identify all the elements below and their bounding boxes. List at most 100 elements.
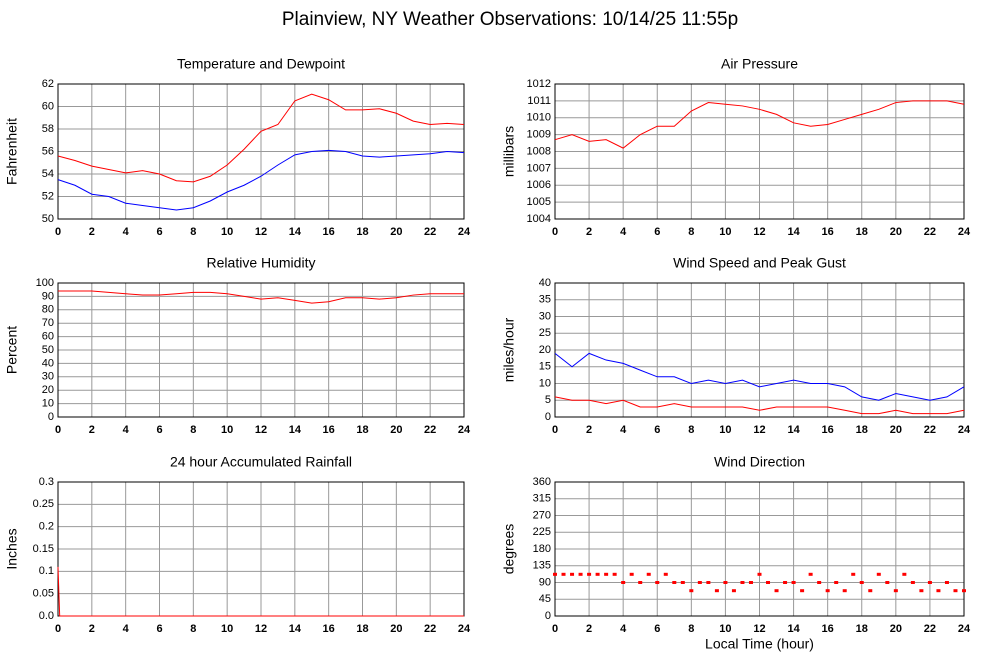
y-tick-label: 5 (545, 394, 551, 406)
x-tick-label: 4 (620, 226, 627, 238)
data-line (57, 566, 464, 617)
y-tick-label: 0.15 (33, 543, 54, 555)
data-point (766, 581, 771, 584)
x-tick-label: 10 (719, 623, 731, 635)
y-tick-label: 0 (545, 610, 551, 622)
x-tick-label: 4 (620, 424, 627, 436)
data-point (851, 572, 856, 576)
data-point (808, 572, 813, 576)
panel-title: Relative Humidity (207, 255, 316, 271)
data-point (621, 581, 626, 584)
plot-border (57, 83, 465, 220)
x-tick-label: 8 (190, 623, 196, 635)
x-tick-label: 10 (221, 226, 233, 238)
data-point (689, 589, 694, 593)
y-tick-label: 90 (539, 576, 551, 588)
x-tick-label: 0 (55, 226, 61, 238)
y-tick-label: 40 (539, 277, 551, 289)
data-point (714, 589, 719, 593)
data-point (706, 581, 711, 584)
data-point (604, 572, 609, 576)
x-tick-label: 2 (586, 226, 592, 238)
x-tick-label: 22 (924, 424, 936, 436)
x-tick-label: 12 (753, 424, 765, 436)
y-tick-label: 50 (42, 213, 54, 225)
x-tick-label: 18 (356, 623, 368, 635)
y-tick-label: 40 (42, 357, 54, 369)
x-tick-label: 20 (390, 424, 402, 436)
data-point (587, 572, 592, 576)
x-tick-label: 6 (654, 424, 660, 436)
x-tick-label: 4 (620, 623, 627, 635)
y-tick-label: 180 (533, 543, 551, 555)
panel-title: Temperature and Dewpoint (177, 56, 345, 72)
x-tick-label: 4 (123, 226, 130, 238)
y-axis-label: degrees (501, 524, 517, 575)
x-tick-label: 20 (890, 623, 902, 635)
x-tick-label: 0 (552, 424, 558, 436)
data-point (655, 581, 660, 584)
y-tick-label: 225 (533, 526, 551, 538)
data-point (885, 581, 890, 584)
x-tick-label: 12 (753, 623, 765, 635)
y-tick-label: 1010 (527, 112, 551, 124)
x-tick-label: 16 (323, 623, 335, 635)
y-tick-label: 10 (42, 398, 54, 410)
y-tick-label: 15 (539, 361, 551, 373)
x-tick-label: 0 (55, 424, 61, 436)
data-point (680, 581, 685, 584)
x-tick-label: 24 (958, 424, 971, 436)
x-tick-label: 20 (890, 424, 902, 436)
y-tick-label: 70 (42, 317, 54, 329)
x-tick-label: 18 (356, 226, 368, 238)
y-tick-label: 1004 (527, 213, 551, 225)
y-tick-label: 20 (539, 344, 551, 356)
x-tick-label: 16 (822, 623, 834, 635)
y-axis-label: millibars (501, 126, 517, 177)
y-tick-label: 1009 (527, 129, 551, 141)
plot-border (57, 282, 465, 418)
data-point (859, 581, 864, 584)
x-tick-label: 12 (255, 623, 267, 635)
y-tick-label: 60 (42, 100, 54, 112)
panel-title: Wind Direction (714, 454, 805, 470)
data-point (902, 572, 907, 576)
y-tick-label: 56 (42, 145, 54, 157)
panel-title: 24 hour Accumulated Rainfall (170, 454, 352, 470)
data-point (553, 572, 557, 576)
x-tick-label: 12 (753, 226, 765, 238)
x-tick-label: 22 (424, 424, 436, 436)
y-tick-label: 100 (36, 277, 54, 289)
data-point (910, 581, 915, 584)
x-tick-label: 2 (89, 623, 95, 635)
data-point (783, 581, 788, 584)
panel-title: Wind Speed and Peak Gust (673, 255, 846, 271)
x-tick-label: 20 (390, 226, 402, 238)
panel-title: Air Pressure (721, 56, 798, 72)
y-tick-label: 80 (42, 304, 54, 316)
x-tick-label: 6 (156, 623, 162, 635)
x-tick-label: 0 (552, 623, 558, 635)
data-point (842, 589, 847, 593)
y-tick-label: 45 (539, 593, 551, 605)
x-tick-label: 12 (255, 424, 267, 436)
x-tick-label: 24 (458, 623, 471, 635)
y-tick-label: 135 (533, 560, 551, 572)
x-tick-label: 6 (156, 424, 162, 436)
data-point (697, 581, 702, 584)
y-tick-label: 0.25 (33, 498, 54, 510)
data-point (646, 572, 651, 576)
x-tick-label: 8 (190, 226, 196, 238)
data-point (629, 572, 634, 576)
y-tick-label: 90 (42, 290, 54, 302)
x-tick-label: 22 (924, 623, 936, 635)
x-tick-label: 8 (688, 226, 694, 238)
x-tick-label: 2 (89, 226, 95, 238)
y-tick-label: 60 (42, 331, 54, 343)
y-tick-label: 0.05 (33, 588, 54, 600)
x-tick-label: 22 (424, 623, 436, 635)
data-line (57, 149, 465, 211)
y-tick-label: 25 (539, 327, 551, 339)
x-tick-label: 2 (586, 424, 592, 436)
